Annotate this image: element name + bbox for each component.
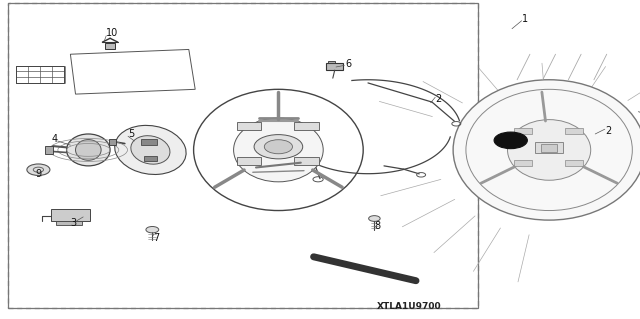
- Circle shape: [254, 135, 303, 159]
- Text: 7: 7: [154, 233, 160, 243]
- Text: 5: 5: [128, 129, 134, 139]
- Bar: [141, 139, 157, 145]
- Bar: [294, 157, 319, 165]
- Ellipse shape: [131, 136, 170, 164]
- Bar: [514, 160, 532, 166]
- Ellipse shape: [67, 134, 110, 166]
- Bar: [8, 3, 478, 308]
- Ellipse shape: [508, 120, 591, 180]
- Bar: [51, 209, 90, 221]
- Bar: [45, 146, 53, 154]
- Ellipse shape: [76, 139, 101, 160]
- Bar: [535, 142, 563, 153]
- Ellipse shape: [234, 118, 323, 182]
- Text: 6: 6: [346, 59, 352, 69]
- Bar: [328, 61, 335, 63]
- Text: XTLA1U9700: XTLA1U9700: [378, 302, 442, 311]
- Circle shape: [494, 132, 527, 149]
- Bar: [326, 63, 343, 70]
- Circle shape: [264, 140, 292, 154]
- Bar: [565, 160, 583, 166]
- Text: 3: 3: [70, 218, 77, 228]
- Bar: [8, 3, 478, 308]
- Bar: [109, 139, 116, 145]
- Text: 10: 10: [106, 28, 118, 39]
- Circle shape: [27, 164, 50, 175]
- Bar: [541, 144, 557, 152]
- Ellipse shape: [115, 125, 186, 174]
- Bar: [565, 128, 583, 134]
- Bar: [237, 157, 261, 165]
- Bar: [56, 221, 82, 225]
- Bar: [144, 156, 157, 161]
- Circle shape: [146, 226, 159, 233]
- Bar: [16, 66, 64, 83]
- Bar: [105, 43, 115, 49]
- Text: 4: 4: [51, 134, 58, 144]
- Text: 2: 2: [435, 94, 442, 104]
- Text: 2: 2: [605, 126, 611, 136]
- Text: 1: 1: [522, 14, 528, 24]
- Text: 9: 9: [35, 169, 42, 179]
- Bar: [514, 128, 532, 134]
- Text: 8: 8: [374, 221, 381, 232]
- Bar: [237, 122, 261, 130]
- Ellipse shape: [453, 80, 640, 220]
- Circle shape: [369, 216, 380, 221]
- Bar: [294, 122, 319, 130]
